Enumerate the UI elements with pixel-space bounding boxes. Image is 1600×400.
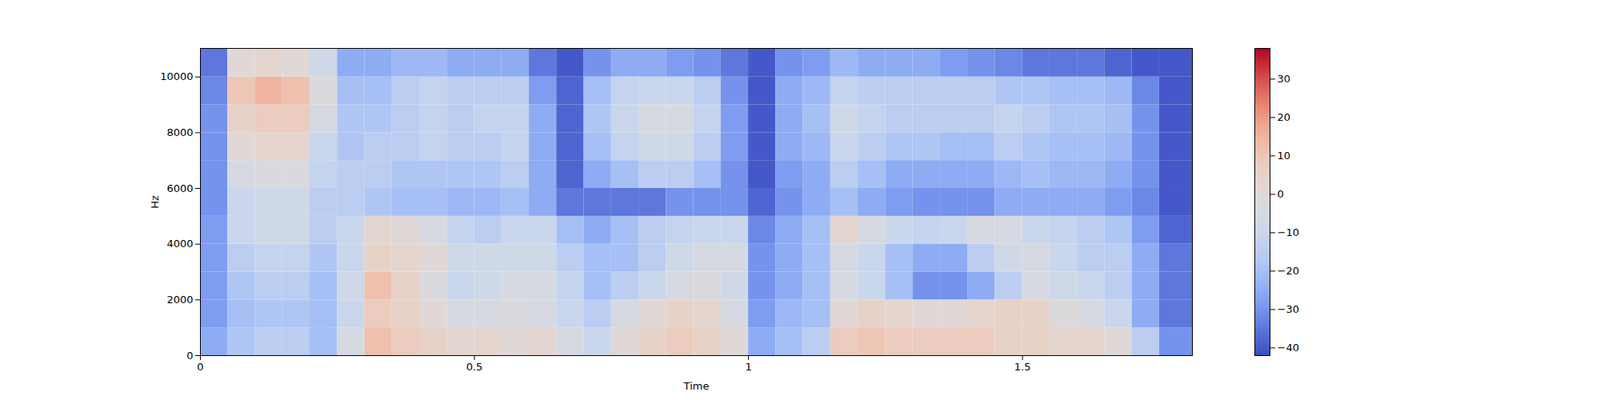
svg-text:0: 0 xyxy=(1277,188,1284,200)
svg-text:20: 20 xyxy=(1277,111,1292,124)
svg-text:Time: Time xyxy=(683,380,710,392)
svg-text:−10: −10 xyxy=(1277,226,1300,239)
svg-text:Hz: Hz xyxy=(148,195,161,209)
svg-text:2000: 2000 xyxy=(166,293,193,306)
svg-text:1: 1 xyxy=(744,360,752,373)
svg-text:−20: −20 xyxy=(1277,264,1300,277)
svg-text:0.5: 0.5 xyxy=(466,360,484,373)
svg-text:0: 0 xyxy=(196,360,204,373)
svg-text:8000: 8000 xyxy=(166,126,193,139)
svg-text:1.5: 1.5 xyxy=(1014,360,1032,373)
svg-text:4000: 4000 xyxy=(166,237,193,250)
svg-text:0: 0 xyxy=(186,349,193,362)
svg-text:−40: −40 xyxy=(1277,341,1300,354)
svg-text:10: 10 xyxy=(1277,149,1292,162)
svg-text:10000: 10000 xyxy=(160,70,193,83)
svg-text:6000: 6000 xyxy=(166,182,193,195)
svg-text:−30: −30 xyxy=(1277,303,1300,316)
svg-text:30: 30 xyxy=(1277,72,1292,85)
